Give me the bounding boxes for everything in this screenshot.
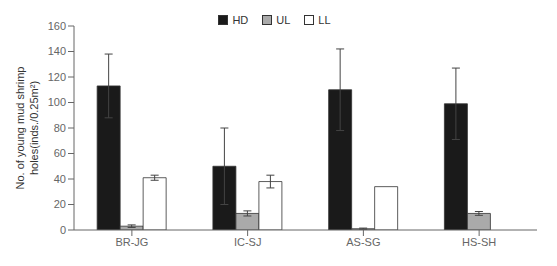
svg-text:HS-SH: HS-SH <box>462 236 496 248</box>
svg-text:IC-SJ: IC-SJ <box>234 236 262 248</box>
html-text:LL: LL <box>318 14 331 26</box>
svg-text:160: 160 <box>48 20 66 32</box>
svg-text:140: 140 <box>48 45 66 57</box>
svg-text:100: 100 <box>48 96 66 108</box>
svg-text:80: 80 <box>54 122 66 134</box>
svg-text:40: 40 <box>54 173 66 185</box>
svg-text:120: 120 <box>48 71 66 83</box>
svg-text:60: 60 <box>54 147 66 159</box>
svg-text:0: 0 <box>60 224 66 236</box>
html-text:HD: HD <box>232 14 249 26</box>
svg-text:20: 20 <box>54 198 66 210</box>
svg-text:AS-SG: AS-SG <box>346 236 380 248</box>
html-text:UL: UL <box>276 14 291 26</box>
svg-text:No. of young mud shrimpholes(i: No. of young mud shrimpholes(inds./0.25m… <box>14 67 40 190</box>
svg-text:BR-JG: BR-JG <box>115 236 148 248</box>
